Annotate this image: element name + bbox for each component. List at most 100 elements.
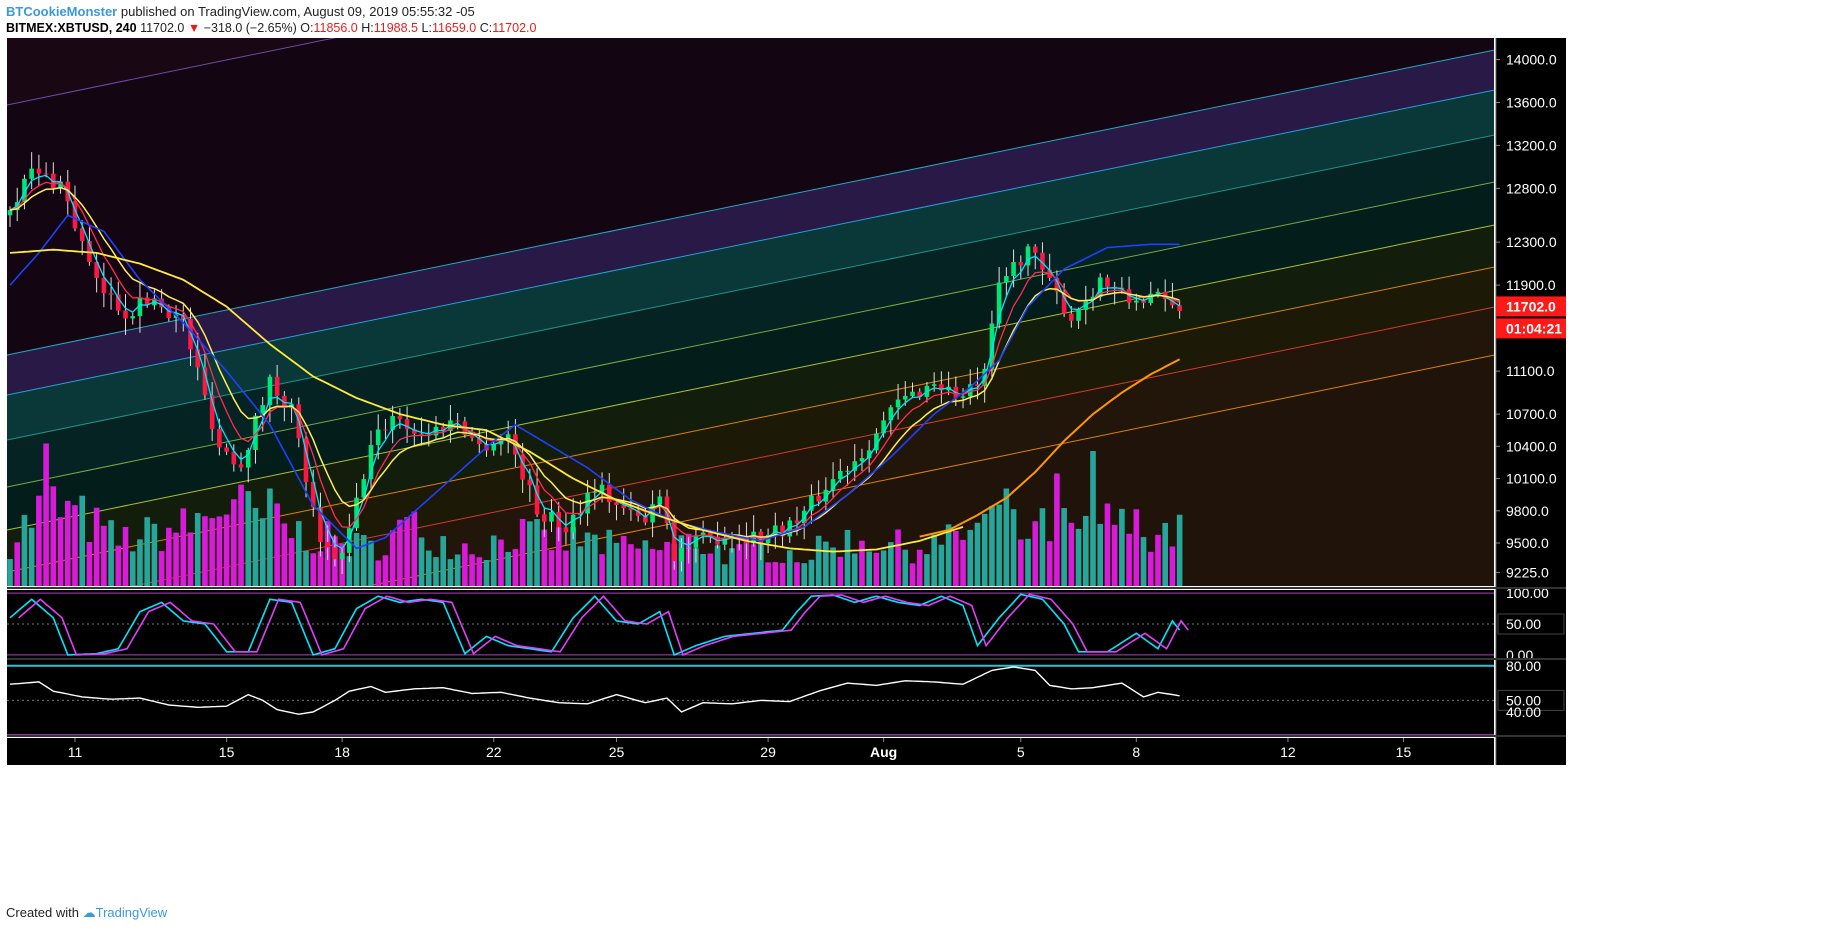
candle: [671, 522, 677, 562]
channel-band: [7, 90, 1494, 440]
volume-bar: [642, 540, 649, 586]
candle: [881, 420, 886, 434]
volume-bar: [873, 552, 880, 586]
price-tick-label: 14000.0: [1506, 51, 1557, 67]
volume-bar: [772, 562, 779, 586]
volume-bar: [743, 540, 750, 586]
volume-bar: [108, 520, 114, 586]
volume-bar: [79, 495, 85, 586]
volume-bar: [786, 550, 793, 586]
volume-bar: [216, 516, 223, 586]
volume-bar: [7, 558, 13, 586]
candle: [960, 396, 966, 398]
candle: [570, 514, 576, 533]
volume-bar: [28, 527, 35, 586]
volume-bar: [36, 495, 42, 586]
chart-canvas[interactable]: 14000.0 13600.0 13200.0 12800.0 12300.0 11900…: [0, 0, 1828, 900]
footer: Created with ☁TradingView: [6, 905, 167, 921]
volume-bar: [888, 542, 894, 586]
volume-bar: [895, 529, 901, 586]
candle: [823, 489, 829, 502]
candle: [1054, 277, 1060, 292]
volume-bar: [238, 484, 244, 586]
candle: [469, 434, 475, 438]
channel-bands: [7, 38, 1494, 586]
candle: [939, 384, 944, 391]
price-tick-label: 9225.0: [1506, 565, 1549, 581]
price-tick-label: 10100.0: [1506, 471, 1557, 487]
volume-bars: [7, 443, 1183, 586]
candle: [549, 511, 554, 522]
candle: [534, 485, 540, 515]
volume-bar: [989, 506, 995, 586]
rsi-tick-label: 80.00: [1506, 658, 1541, 674]
ohlc-line: BITMEX:XBTUSD, 240 11702.0 ▼ −318.0 (−2.…: [6, 20, 536, 36]
volume-bar: [469, 554, 475, 586]
candle: [621, 505, 626, 509]
volume-bar: [916, 549, 923, 586]
candle: [72, 201, 78, 229]
volume-bar: [209, 518, 215, 586]
candle: [361, 479, 367, 498]
candle: [130, 316, 136, 319]
time-tick-label: 22: [486, 744, 502, 760]
volume-bar: [700, 553, 706, 586]
volume-bar: [483, 560, 490, 586]
candle: [866, 450, 872, 459]
candle: [614, 502, 619, 506]
candle: [931, 384, 937, 386]
volume-bar: [758, 543, 764, 586]
time-axis[interactable]: [7, 738, 1494, 765]
candle: [433, 426, 439, 436]
rsi-pane[interactable]: [7, 660, 1494, 735]
candle: [1018, 262, 1024, 266]
candle: [383, 429, 388, 431]
candle: [412, 429, 417, 434]
symbol-label[interactable]: BITMEX:XBTUSD, 240: [6, 21, 137, 35]
open-label: O:: [300, 21, 314, 35]
candle: [1148, 293, 1154, 303]
candle: [29, 168, 34, 179]
candle: [830, 479, 836, 490]
volume-bar: [433, 557, 439, 586]
volume-bar: [945, 524, 952, 586]
stoch-pane[interactable]: [7, 590, 1494, 658]
volume-bar: [534, 519, 540, 586]
candle: [1177, 305, 1182, 312]
candle: [599, 484, 605, 492]
ma-blue-line: [9, 214, 1180, 550]
author-link[interactable]: BTCookieMonster: [6, 4, 118, 19]
volume-bar: [86, 542, 93, 586]
volume-bar: [837, 556, 844, 586]
price-tick-label: 12300.0: [1506, 234, 1557, 250]
candle: [563, 527, 569, 533]
volume-bar: [454, 554, 461, 586]
price-tick-label: 10700.0: [1506, 406, 1557, 422]
volume-bar: [1039, 508, 1046, 586]
candle: [1061, 291, 1067, 314]
channel-band: [7, 135, 1494, 488]
volume-bar: [1061, 508, 1067, 586]
time-tick-label: 25: [609, 744, 625, 760]
volume-bar: [1054, 473, 1060, 586]
volume-bar: [151, 523, 158, 586]
volume-bar: [202, 516, 208, 586]
candle: [368, 444, 374, 480]
candle: [700, 532, 706, 536]
candle: [7, 210, 13, 216]
candle: [43, 173, 49, 175]
candle: [794, 520, 800, 524]
price-axis[interactable]: [1496, 38, 1566, 765]
candle: [845, 470, 850, 472]
tradingview-brand[interactable]: TradingView: [95, 905, 168, 920]
volume-bar: [729, 548, 735, 586]
volume-bar: [657, 550, 663, 586]
volume-bar: [974, 522, 981, 586]
volume-bar: [144, 517, 150, 586]
volume-bar: [498, 539, 504, 586]
volume-bar: [64, 500, 71, 586]
volume-bar: [194, 513, 201, 586]
chart-header: BTCookieMonster published on TradingView…: [6, 4, 536, 36]
volume-bar: [931, 534, 937, 586]
candle: [996, 282, 1002, 324]
